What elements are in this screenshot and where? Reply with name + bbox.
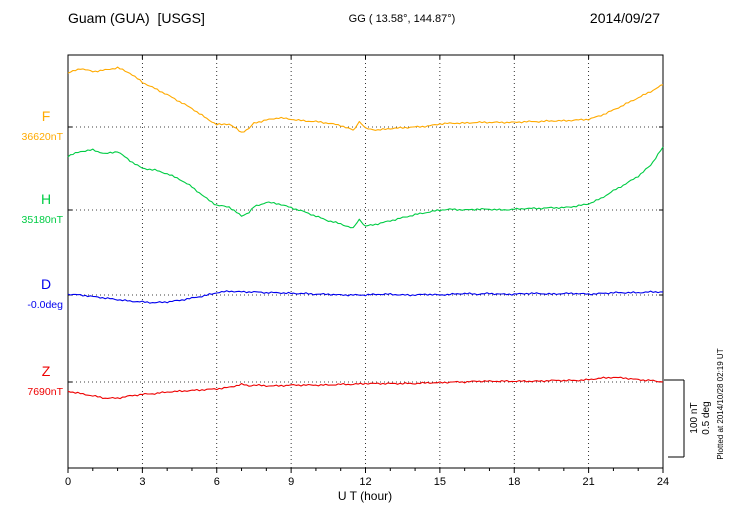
x-tick-label: 21: [583, 476, 595, 488]
station-title: Guam (GUA) [USGS]: [68, 10, 205, 26]
x-tick-label: 12: [359, 476, 371, 488]
channel-label-Z: Z: [42, 363, 51, 379]
channel-label-D: D: [41, 276, 51, 292]
plot-frame: [67, 54, 664, 469]
x-axis-label: U T (hour): [337, 489, 393, 503]
channel-baseline-value-F: 36620nT: [22, 131, 64, 143]
x-tick-label: 3: [139, 476, 145, 488]
trace-F: [67, 66, 664, 133]
x-tick-label: 9: [288, 476, 294, 488]
plotted-at-note: Plotted at 2014/10/28 02:19 UT: [716, 348, 725, 459]
x-tick-label: 15: [434, 476, 446, 488]
x-tick-label: 6: [214, 476, 220, 488]
x-tick-label: 0: [65, 476, 71, 488]
plot-date: 2014/09/27: [589, 10, 660, 26]
channel-baseline-value-D: -0.0deg: [27, 299, 63, 311]
channel-baseline-value-H: 35180nT: [22, 214, 64, 226]
trace-H: [67, 146, 664, 229]
x-tick-label: 18: [508, 476, 520, 488]
channel-label-H: H: [41, 191, 51, 207]
trace-D: [67, 290, 663, 304]
x-tick-label: 24: [657, 476, 669, 488]
trace-Z: [67, 376, 664, 400]
scalebar-label-nt: 100 nT: [689, 402, 700, 433]
channel-label-F: F: [42, 108, 51, 124]
scalebar-label-deg: 0.5 deg: [701, 401, 712, 434]
observatory-coords: GG ( 13.58°, 144.87°): [348, 13, 456, 25]
channel-baseline-value-Z: 7690nT: [27, 386, 63, 398]
